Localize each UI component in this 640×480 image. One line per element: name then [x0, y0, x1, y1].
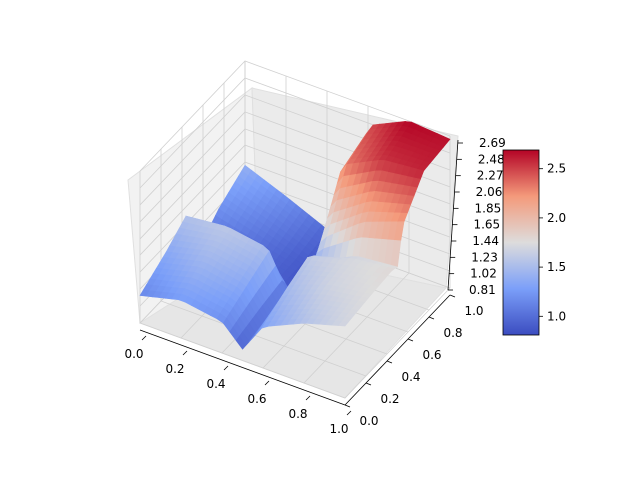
z-tick-label: 0.81 [469, 283, 496, 297]
x-ticks: 0.0 0.2 0.4 0.6 0.8 1.0 [124, 335, 352, 436]
y-ticks: 0.00.20.40.60.81.0 [344, 294, 484, 428]
colorbar-tick-label: 2.5 [547, 162, 566, 176]
z-tick-label: 1.44 [472, 234, 499, 248]
y-tick-label: 1.0 [464, 304, 483, 318]
z-tick-label: 1.23 [471, 250, 498, 264]
colorbar-ticks: 1.0 1.5 2.0 2.5 [539, 162, 566, 323]
z-ticks: 0.81 1.02 1.23 1.44 1.65 1.85 2.06 2.27 2.48 2.69 [448, 136, 506, 297]
y-tick-label: 0.6 [422, 348, 441, 362]
y-tick-label: 0.0 [359, 414, 378, 428]
y-tick-mark [407, 338, 414, 342]
z-tick-label: 1.85 [475, 201, 502, 215]
y-axis-line [344, 294, 451, 406]
y-tick-mark [428, 316, 435, 320]
z-tick-label: 2.48 [478, 152, 505, 166]
colorbar-tick-label: 2.0 [547, 211, 566, 225]
x-tick-label: 0.6 [247, 392, 266, 406]
colorbar-tick-label: 1.0 [547, 309, 566, 323]
x-tick-label: 0.2 [165, 362, 184, 376]
colorbar [502, 149, 540, 336]
surface-3d [139, 121, 451, 350]
colorbar-tick-label: 1.5 [547, 260, 566, 274]
x-tick-mark [346, 410, 352, 416]
z-tick-label: 2.69 [479, 136, 506, 150]
surface-patch [337, 321, 349, 327]
x-tick-mark [305, 395, 311, 401]
y-tick-mark [365, 382, 372, 386]
y-tick-mark [449, 294, 456, 298]
z-tick-label: 1.65 [473, 218, 500, 232]
x-tick-label: 0.8 [288, 407, 307, 421]
y-tick-label: 0.4 [401, 370, 420, 384]
x-tick-mark [223, 365, 229, 371]
x-tick-mark [182, 350, 188, 356]
x-tick-mark [141, 335, 147, 341]
x-axis-line [139, 329, 346, 406]
z-tick-label: 2.06 [476, 185, 503, 199]
z-tick-label: 2.27 [477, 169, 504, 183]
y-tick-label: 0.8 [443, 326, 462, 340]
y-tick-mark [344, 404, 351, 408]
z-axis-line [447, 139, 459, 291]
x-tick-label: 0.0 [124, 347, 143, 361]
x-tick-mark [264, 380, 270, 386]
grid-line-y [160, 149, 367, 377]
y-tick-mark [386, 360, 393, 364]
grid-line-y [139, 171, 346, 399]
x-tick-label: 0.4 [206, 377, 225, 391]
y-tick-label: 0.2 [380, 392, 399, 406]
x-tick-label: 1.0 [329, 422, 348, 436]
z-tick-label: 1.02 [470, 267, 497, 281]
